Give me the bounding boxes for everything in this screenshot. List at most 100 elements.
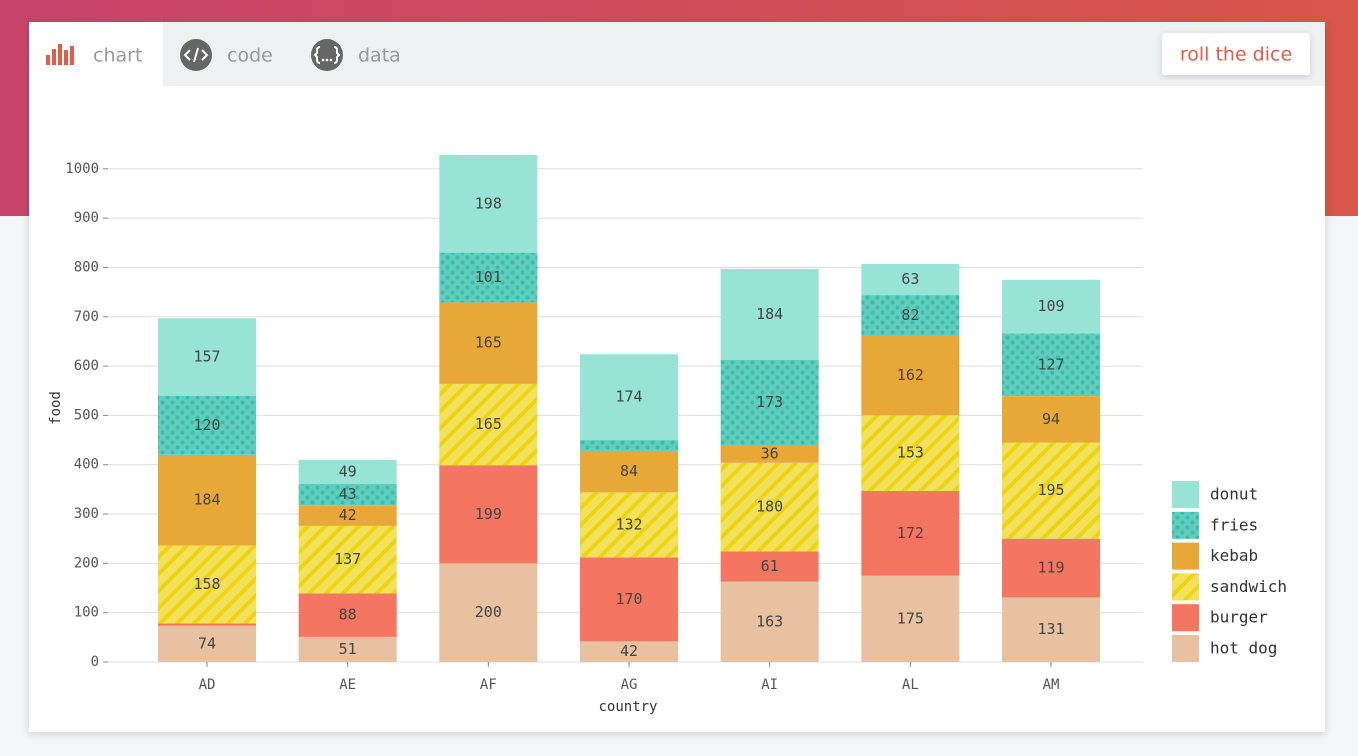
y-tick-label: 0 [91, 654, 99, 670]
bar-segment [580, 440, 679, 451]
x-tick-label: AM [1043, 677, 1060, 693]
data-label: 163 [756, 612, 783, 630]
data-label: 51 [339, 640, 357, 658]
legend-label: burger [1210, 608, 1268, 627]
bar-segment [439, 155, 538, 253]
y-axis-label: food [48, 391, 64, 425]
y-tick-label: 600 [74, 358, 99, 374]
bar-segment [1002, 597, 1101, 662]
button[interactable] [1162, 33, 1310, 75]
data-label: 153 [897, 444, 924, 462]
bar-segment [720, 268, 819, 360]
y-tick-label: 800 [74, 259, 99, 275]
bar-segment [580, 450, 679, 493]
bar-segment [439, 302, 538, 384]
tab[interactable]: data [358, 45, 401, 67]
data-label: 132 [615, 515, 642, 533]
tab[interactable]: code [227, 45, 273, 67]
data-label: 184 [756, 305, 783, 323]
data-label: 36 [761, 444, 779, 462]
bar-segment [298, 593, 397, 637]
bar-segment [298, 483, 397, 506]
bar-segment [158, 318, 256, 396]
legend-label: kebab [1210, 546, 1258, 565]
x-tick-label: AF [480, 677, 497, 693]
bar-segment [298, 505, 397, 526]
legend-swatch [1172, 573, 1199, 601]
data-label: 165 [475, 415, 502, 433]
legend-swatch [1172, 635, 1199, 662]
x-tick-label: AG [621, 677, 638, 693]
data-label: 158 [193, 575, 220, 593]
bar-segment [580, 557, 679, 642]
legend-label: sandwich [1210, 577, 1287, 596]
data-label: 157 [193, 347, 220, 365]
legend-swatch [1172, 481, 1199, 508]
bar-segment [861, 575, 960, 662]
x-tick-label: AD [199, 677, 216, 693]
data-label: 49 [339, 462, 357, 480]
data-label: 199 [475, 505, 502, 523]
data-label: 165 [475, 334, 502, 352]
data-label: 43 [339, 485, 357, 503]
data-label: 198 [475, 194, 502, 212]
bar-segment [720, 551, 819, 582]
data-label: 101 [475, 268, 502, 286]
y-tick-label: 700 [74, 309, 99, 325]
bar-segment [861, 263, 960, 296]
y-tick-label: 200 [74, 555, 99, 571]
data-label: 120 [193, 416, 220, 434]
bar-segment [439, 252, 538, 303]
data-label: 131 [1037, 620, 1064, 638]
data-label: 195 [1037, 481, 1064, 499]
data-label: 184 [193, 491, 220, 509]
bar-segment [439, 383, 538, 466]
data-label: 109 [1037, 297, 1064, 315]
data-label: 137 [334, 550, 361, 568]
data-label: 42 [339, 506, 357, 524]
y-tick-label: 500 [74, 407, 99, 423]
bar-segment [580, 641, 679, 662]
bar-segment [1002, 279, 1101, 334]
legend-label: donut [1210, 485, 1258, 504]
bar-segment [861, 415, 960, 491]
bar-segment [861, 335, 960, 416]
data-icon [311, 39, 343, 71]
y-tick-label: 300 [74, 506, 99, 522]
tab[interactable]: chart [93, 45, 142, 67]
bar-segment [1002, 396, 1101, 443]
chart-icon [46, 44, 74, 65]
bar-segment [1002, 538, 1101, 598]
bar-segment [158, 545, 256, 624]
x-tick-label: AL [902, 677, 919, 693]
bar-segment [580, 354, 679, 441]
data-label: 172 [897, 524, 924, 542]
button-label[interactable]: roll the dice [1180, 44, 1292, 66]
y-tick-label: 900 [74, 210, 99, 226]
x-tick-label: AE [339, 677, 356, 693]
bar-segment [580, 492, 679, 558]
code-icon [180, 39, 212, 71]
bar-segment [158, 454, 256, 546]
data-label: 88 [339, 606, 357, 624]
data-label: 162 [897, 366, 924, 384]
bar-segment [298, 636, 397, 662]
bar-segment [158, 395, 256, 455]
bar-segment [720, 444, 819, 463]
data-label: 84 [620, 462, 638, 480]
data-label: 200 [475, 603, 502, 621]
data-label: 42 [620, 642, 638, 660]
data-label: 94 [1042, 410, 1060, 428]
bar-segment [720, 581, 819, 662]
tab-bar [163, 22, 1325, 86]
data-label: 119 [1037, 559, 1064, 577]
bar-segment [298, 459, 397, 484]
data-label: 175 [897, 609, 924, 627]
data-label: 61 [761, 557, 779, 575]
data-label: 173 [756, 393, 783, 411]
bar-segment [1002, 333, 1101, 397]
bar-segment [720, 359, 819, 445]
bar-segment [720, 462, 819, 552]
